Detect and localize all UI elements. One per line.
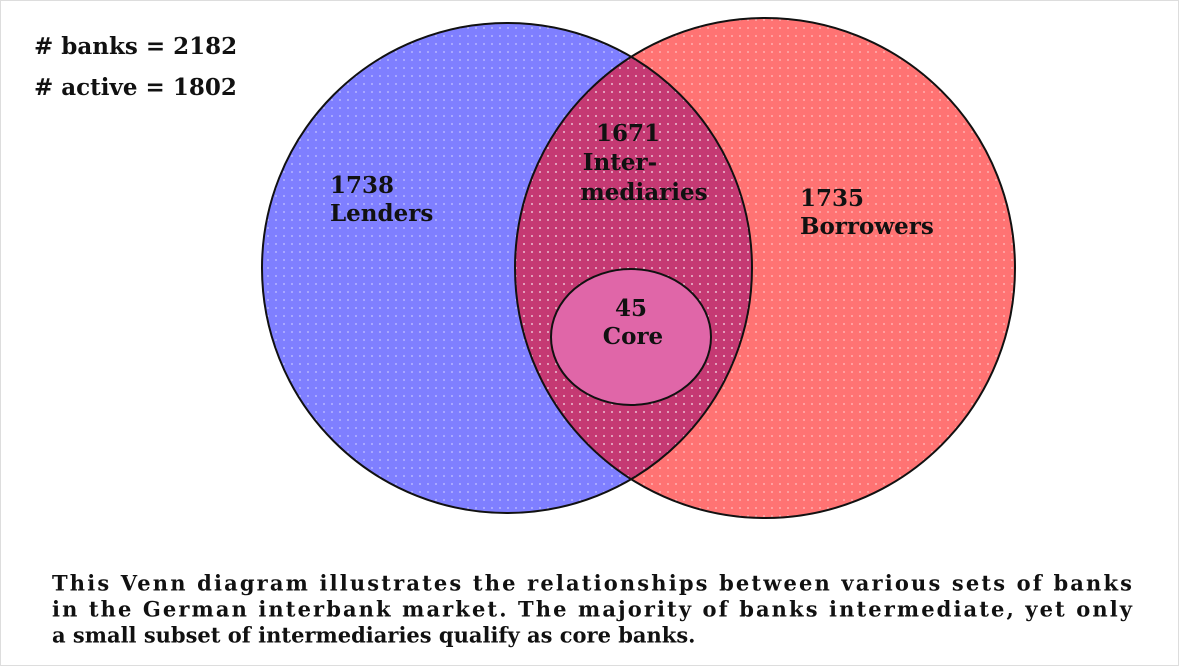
- lenders-count: 1738: [330, 172, 394, 199]
- borrowers-dots: [515, 18, 1015, 518]
- lenders-label: Lenders: [330, 200, 433, 227]
- borrowers-label: Borrowers: [800, 213, 934, 240]
- stat-active: # active = 1802: [34, 74, 237, 101]
- intermediaries-label: Inter-: [583, 149, 657, 176]
- core-label: Core: [603, 323, 663, 350]
- borrowers-outline: [514, 17, 1016, 519]
- core-count: 45: [615, 295, 647, 322]
- core-circle: [550, 268, 712, 406]
- intermediaries-label: mediaries: [580, 179, 707, 206]
- borrowers-count: 1735: [800, 185, 864, 212]
- stat-banks: # banks = 2182: [34, 33, 237, 60]
- lenders-outline: [261, 22, 753, 514]
- caption-line: in the German interbank market. The majo…: [52, 597, 1133, 622]
- intermediaries-count: 1671: [596, 120, 660, 147]
- caption-line: a small subset of intermediaries qualify…: [52, 623, 695, 648]
